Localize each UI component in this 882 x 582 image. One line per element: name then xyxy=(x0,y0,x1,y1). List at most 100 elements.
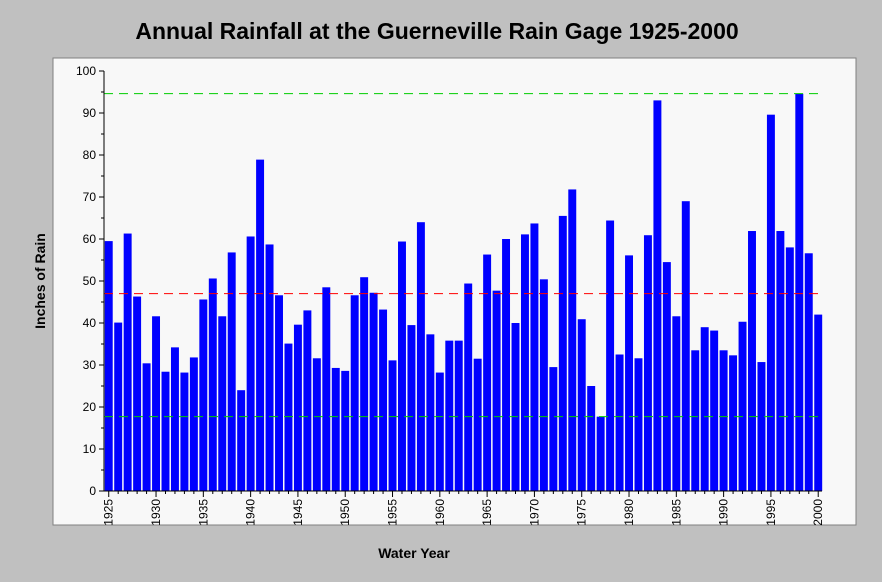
bar-1926 xyxy=(114,322,123,491)
bar-1961 xyxy=(445,340,454,491)
bar-1984 xyxy=(662,262,671,491)
bar-1958 xyxy=(416,222,425,491)
bar-1974 xyxy=(568,189,577,491)
bar-1951 xyxy=(350,295,359,491)
bar-1956 xyxy=(398,241,406,491)
bar-1995 xyxy=(766,114,775,492)
bar-1949 xyxy=(331,367,340,491)
bar-1970 xyxy=(530,223,539,491)
x-tick-label-1960: 1960 xyxy=(433,499,447,526)
bar-1980 xyxy=(625,255,633,491)
bar-1947 xyxy=(312,358,321,491)
x-tick-label-1925: 1925 xyxy=(102,499,116,526)
bar-1998 xyxy=(795,93,804,492)
bar-1954 xyxy=(379,309,388,491)
bar-1977 xyxy=(596,416,605,491)
bar-1935 xyxy=(199,299,208,491)
bar-1939 xyxy=(237,390,246,491)
x-tick-label-2000: 2000 xyxy=(811,499,825,526)
x-tick-label-1975: 1975 xyxy=(575,499,589,526)
axes-group: 0 10 20 30 40 50 60 70 80 90 100 1925 1930 1935 1940 19… xyxy=(76,64,825,526)
bar-1927 xyxy=(123,233,132,492)
x-tick-label-1970: 1970 xyxy=(527,499,541,526)
bar-1972 xyxy=(549,367,558,491)
x-tick-label-1985: 1985 xyxy=(669,499,683,526)
y-tick-label-70: 70 xyxy=(83,190,97,204)
bar-1933 xyxy=(180,372,189,491)
bar-2000 xyxy=(814,314,823,491)
bar-1950 xyxy=(341,370,350,491)
x-tick-label-1995: 1995 xyxy=(764,499,778,526)
bar-1987 xyxy=(691,350,700,491)
x-tick-label-1965: 1965 xyxy=(480,499,494,526)
bar-1981 xyxy=(634,358,643,491)
bar-1982 xyxy=(643,235,652,491)
bar-1932 xyxy=(170,347,179,491)
bar-1928 xyxy=(133,296,142,491)
bar-1978 xyxy=(606,220,615,491)
x-tick-label-1940: 1940 xyxy=(244,499,258,526)
bar-1931 xyxy=(161,371,170,491)
bar-1993 xyxy=(748,231,756,491)
bar-1953 xyxy=(369,292,378,491)
bars-group xyxy=(104,93,823,492)
bar-1990 xyxy=(719,350,728,491)
chart-title: Annual Rainfall at the Guerneville Rain … xyxy=(135,18,739,44)
bar-1946 xyxy=(303,310,312,491)
y-tick-label-30: 30 xyxy=(83,358,97,372)
bar-1986 xyxy=(681,201,690,491)
y-tick-label-80: 80 xyxy=(83,148,97,162)
bar-1929 xyxy=(142,363,151,491)
x-tick-label-1950: 1950 xyxy=(338,499,352,526)
bar-1966 xyxy=(492,290,501,491)
bar-1962 xyxy=(454,340,463,491)
bar-1997 xyxy=(785,247,794,491)
x-tick-label-1945: 1945 xyxy=(291,499,305,526)
x-tick-label-1930: 1930 xyxy=(149,499,163,526)
bar-1925 xyxy=(104,241,113,491)
bar-1952 xyxy=(360,277,369,491)
bar-1941 xyxy=(256,159,265,491)
bar-1968 xyxy=(511,323,520,491)
bar-1938 xyxy=(227,252,236,491)
bar-1992 xyxy=(738,321,747,491)
y-axis-label: Inches of Rain xyxy=(32,233,48,329)
bar-1967 xyxy=(502,239,511,491)
bar-1989 xyxy=(710,330,719,491)
bar-1960 xyxy=(435,372,444,491)
bar-1988 xyxy=(700,327,709,491)
y-tick-label-0: 0 xyxy=(89,484,96,498)
x-axis-label: Water Year xyxy=(378,545,450,561)
y-tick-label-60: 60 xyxy=(83,232,97,246)
x-tick-label-1955: 1955 xyxy=(386,499,400,526)
bar-1943 xyxy=(275,295,283,491)
bar-1991 xyxy=(729,355,738,491)
bar-1964 xyxy=(473,358,482,491)
y-tick-label-100: 100 xyxy=(76,64,96,78)
bar-1983 xyxy=(653,100,662,492)
bar-1955 xyxy=(388,360,397,491)
bar-1957 xyxy=(407,325,416,491)
bar-1944 xyxy=(284,343,293,491)
x-tick-label-1990: 1990 xyxy=(717,499,731,526)
y-tick-label-40: 40 xyxy=(83,316,97,330)
bar-1969 xyxy=(520,234,529,491)
bar-1994 xyxy=(757,362,766,491)
x-tick-label-1935: 1935 xyxy=(196,499,210,526)
bar-1945 xyxy=(293,324,302,491)
bar-1999 xyxy=(804,253,813,491)
bar-1940 xyxy=(246,236,255,491)
y-tick-label-20: 20 xyxy=(83,400,97,414)
y-tick-label-10: 10 xyxy=(83,442,97,456)
bar-1996 xyxy=(776,231,785,491)
bar-1971 xyxy=(539,279,548,491)
bar-1985 xyxy=(672,316,681,491)
bar-1934 xyxy=(189,357,198,491)
x-tick-label-1980: 1980 xyxy=(622,499,636,526)
bar-1942 xyxy=(265,244,274,491)
bar-1965 xyxy=(483,254,492,491)
bar-1975 xyxy=(577,319,586,491)
y-tick-label-90: 90 xyxy=(83,106,97,120)
bar-1937 xyxy=(218,316,227,491)
